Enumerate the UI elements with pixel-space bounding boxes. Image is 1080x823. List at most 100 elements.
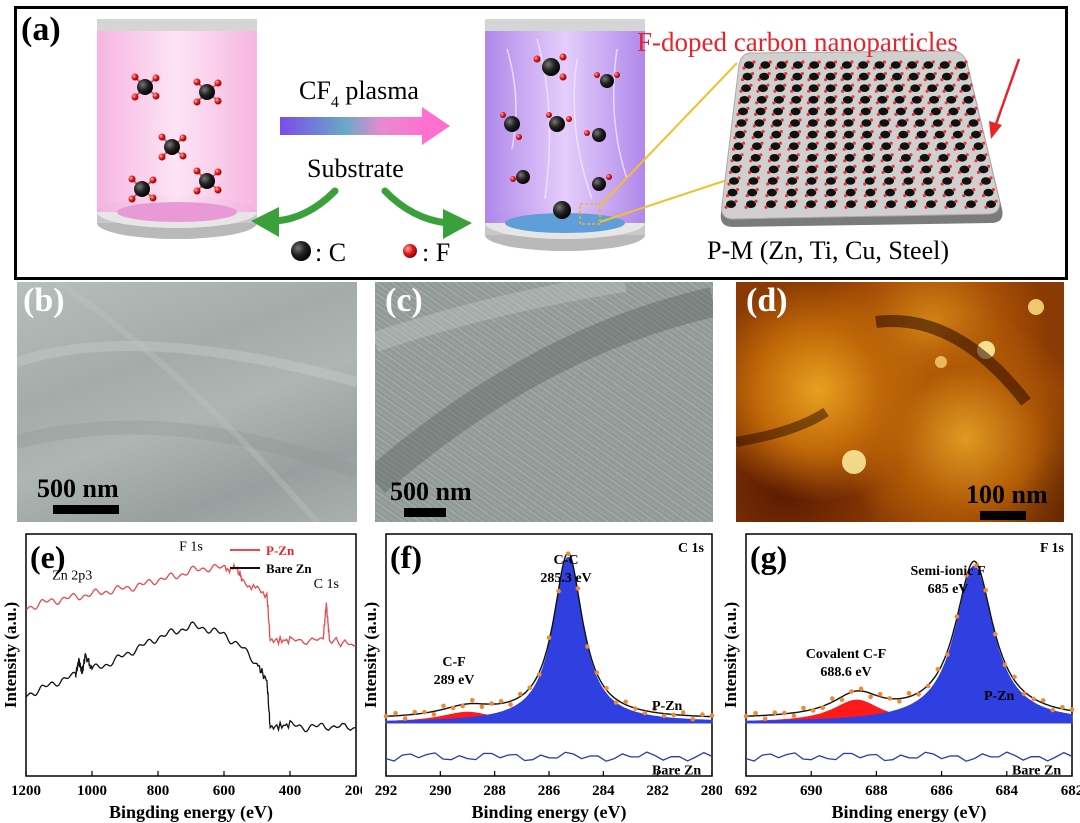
raw-data-point [877,691,883,697]
x-tick-label: 682 [1061,783,1080,799]
raw-data-point [585,644,590,649]
raw-data-point [575,586,581,591]
raw-data-point [1031,696,1036,702]
panel-b-sem-image: (b) 500 nm [17,282,357,522]
peak-label-1: C-C [554,553,579,568]
chart-g-f1s-xps: 692 690 688 686 684 682 Binding energy (eV) Int… [722,533,1080,823]
raw-data-point [498,699,504,704]
legend-f-label: : F [422,238,450,267]
raw-data-point [709,713,715,718]
x-tick-label: 686 [930,783,953,799]
raw-data-point [983,588,988,593]
x-tick-label: 690 [800,783,823,799]
raw-data-point [945,652,950,657]
raw-data-point [604,686,609,691]
legend-c-ball [291,241,311,261]
substrate-label: Substrate [307,154,404,183]
panel-c-scalebar: 500 nm [390,477,472,517]
panel-c-scalebar-bar [404,508,446,517]
raw-data-point [450,705,456,711]
plot-frame [745,533,1073,777]
raw-data-point [700,712,705,717]
panel-d-scalebar-text: 100 nm [966,480,1048,509]
schematic-svg: CF4 plasma Substrate : C : F [97,19,1021,267]
raw-data-point [460,703,465,709]
peak-value-0: 688.6 eV [820,665,871,680]
raw-data-point [690,716,696,722]
fitted-peak-1 [385,556,713,724]
y-axis-label: Intensity (a.u.) [722,602,740,708]
bare-zn-trace [745,751,1073,762]
raw-data-point [830,696,835,701]
x-tick-label: 282 [646,783,669,799]
panel-c-label: (c) [385,282,423,319]
x-axis-label: Bingding energy (eV) [109,802,273,823]
raw-data-point [623,699,628,705]
raw-data-point [801,705,806,711]
panel-b-label: (b) [23,282,65,319]
legend-f-ball [403,244,417,258]
raw-data-point [849,689,854,694]
peak-value-0: 289 eV [434,673,475,688]
panel-label: (g) [750,539,787,575]
panel-a-schematic: CF4 plasma Substrate : C : F [14,6,1068,280]
raw-data-point [964,572,969,578]
raw-data-point [954,614,960,619]
raw-data-point [470,697,475,703]
x-tick-label: 1200 [11,783,41,799]
raw-data-point [973,563,979,568]
raw-data-point [1021,691,1027,697]
raw-data-point [1012,674,1017,680]
raw-data-point [422,709,427,715]
raw-data-point [441,703,446,709]
raw-data-point [479,704,485,710]
x-tick-label: 684 [996,783,1019,799]
panel-b-scalebar-text: 500 nm [37,474,119,503]
raw-data-point [537,672,542,677]
raw-data-point [839,697,845,702]
raw-data-point [782,710,787,716]
x-tick-label: 284 [592,783,615,799]
red-pointer-arrowhead [989,121,1002,139]
raw-data-point [925,683,931,689]
reactor-right [485,19,645,251]
raw-data-point [1040,698,1046,703]
panel-c-sem-image: (c) 500 nm [375,282,713,522]
peak-annotation-1: F 1s [179,539,203,554]
red-pointer-arrow [993,58,1021,128]
peak-label-0: Covalent C-F [806,647,887,662]
peak-value-1: 285.3 eV [540,571,591,586]
raw-data-point [546,635,552,641]
raw-data-point [887,696,893,701]
x-tick-label: 286 [538,783,561,799]
raw-data-point [671,712,676,718]
raw-data-point [1002,662,1008,668]
x-tick-label: 1000 [77,783,107,799]
zoom-line-top [599,62,738,207]
peak-value-1: 685 eV [928,582,969,597]
raw-data-point [556,588,561,594]
raw-data-point [412,709,418,715]
x-tick-label: 400 [279,783,302,799]
legend-label-0: P-Zn [266,543,295,558]
raw-data-point [527,685,533,690]
raw-data-point [613,700,619,705]
green-arrow-right-head [443,209,472,239]
raw-data-point [642,710,648,716]
x-tick-label: 290 [429,783,452,799]
panel-label: (f) [390,539,422,575]
raw-data-point [772,710,778,715]
y-axis-label: Intensity (a.u.) [362,602,380,708]
y-axis-label: Intensity (a.u.) [1,602,20,708]
raw-data-point [393,710,398,716]
raw-data-point [868,694,873,700]
raw-data-point [517,691,523,697]
x-axis-label: Binding energy (eV) [472,802,627,823]
peak-annotation-2: C 1s [314,577,339,592]
raw-data-point [906,691,912,696]
series-label-p-zn: P-Zn [984,689,1015,704]
raw-data-point [810,708,816,713]
x-tick-label: 292 [375,783,398,799]
raw-data-point [791,713,797,719]
